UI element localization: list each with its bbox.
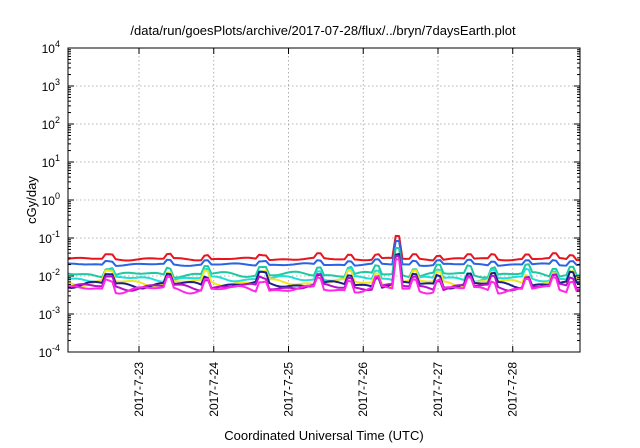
x-tick-label: 2017-7-25 [281,362,295,417]
series-line [68,248,580,278]
y-tick-label: 103 [42,77,60,94]
x-tick-label: 2017-7-26 [356,362,370,417]
x-tick-label: 2017-7-28 [506,362,520,417]
y-tick-label: 100 [42,191,60,208]
y-axis-label: cGy/day [24,176,39,224]
y-tick-label: 104 [42,39,60,56]
grid [68,48,580,352]
chart-title: /data/run/goesPlots/archive/2017-07-28/f… [130,23,516,38]
y-tick-label: 101 [42,153,60,170]
x-axis-label: Coordinated Universal Time (UTC) [224,428,423,443]
x-tick-label: 2017-7-23 [132,362,146,417]
y-tick-label: 10-4 [39,343,60,360]
y-tick-label: 10-3 [39,305,60,322]
x-tick-label: 2017-7-24 [207,362,221,417]
x-tick-label: 2017-7-27 [431,362,445,417]
y-tick-label: 102 [42,115,60,132]
series-line [68,236,580,261]
y-tick-label: 10-2 [39,267,60,284]
y-tick-label: 10-1 [39,229,60,246]
series-line [68,241,580,266]
y-axis: 10-4 10-3 10-2 10-1 100 101 102 103 104 [39,39,580,360]
x-axis: 2017-7-23 2017-7-24 2017-7-25 2017-7-26 2017… [132,48,520,417]
series-group [68,236,580,294]
